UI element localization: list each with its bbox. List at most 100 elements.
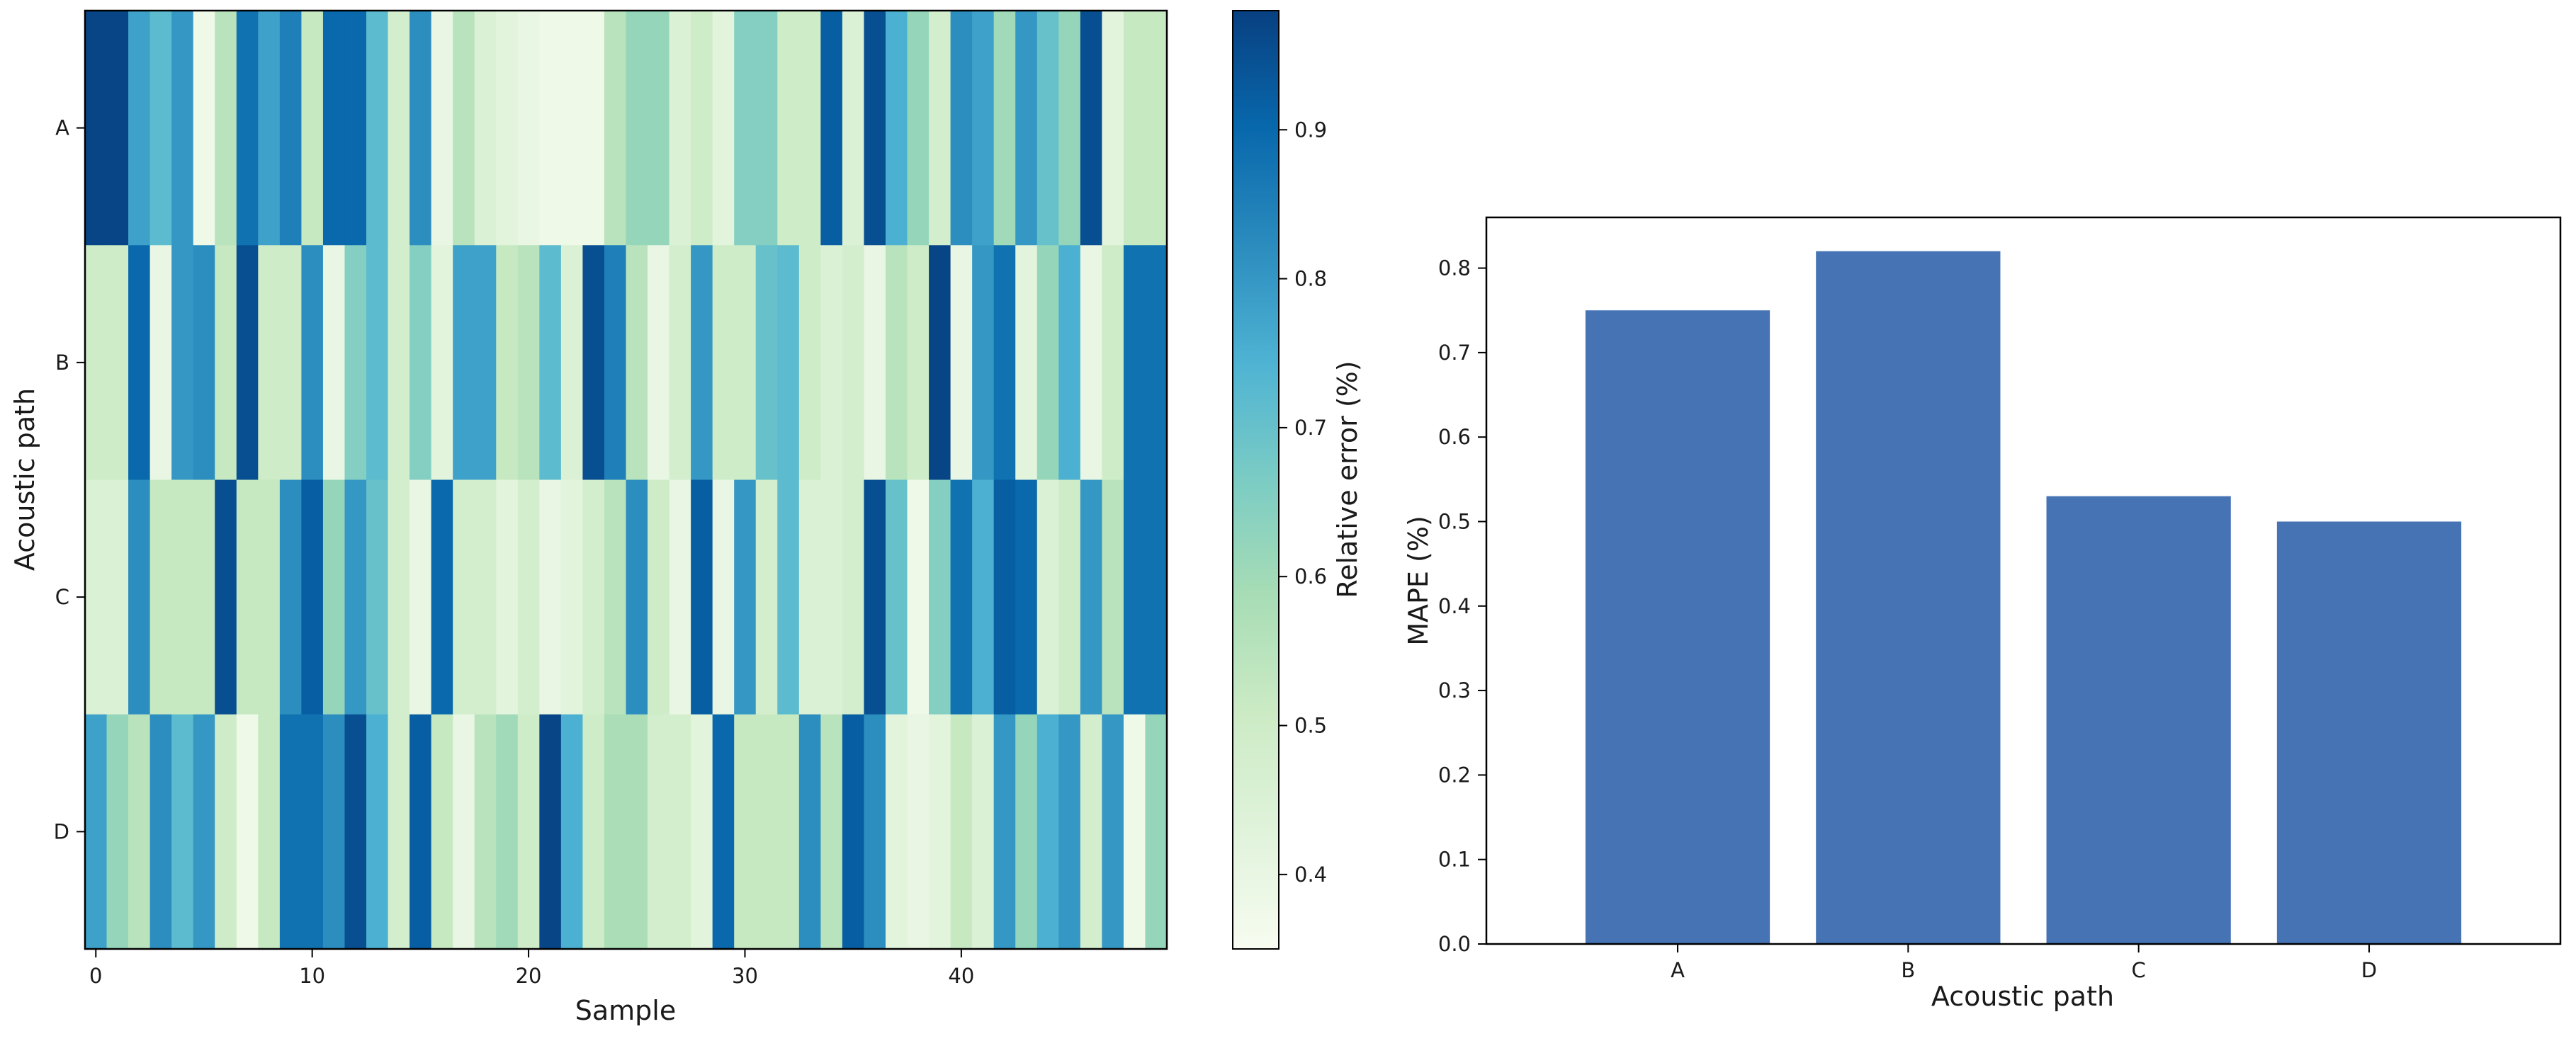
heatmap-cell [560,714,584,950]
bar-y-tick-label: 0.3 [1438,678,1471,702]
heatmap-cell [798,11,821,246]
heatmap-cell [1102,479,1124,715]
heatmap-cell [691,479,713,715]
bar-x-tick-label: C [2132,958,2146,982]
heatmap-cell [777,479,800,715]
heatmap-cell [582,479,605,715]
heatmap-cell [366,11,389,246]
bar-y-tick-label: 0.5 [1438,509,1471,533]
heatmap-cell [1015,479,1038,715]
heatmap-cell [128,714,151,950]
heatmap-cell [712,714,735,950]
heatmap-cell [539,479,562,715]
colorbar-ticks: 0.4 0.5 0.6 0.7 0.8 0.9 [1279,118,1327,887]
bar-x-tick-label: B [1901,958,1915,982]
heatmap-cell [301,479,324,715]
heatmap-cell [539,11,562,246]
heatmap-cell [626,479,648,715]
heatmap-cell [993,714,1016,950]
heatmap-cell [149,479,172,715]
heatmap-cell [258,245,281,481]
heatmap-cell [560,245,584,481]
heatmap-cell [1036,11,1059,246]
heatmap-cell [128,479,151,715]
heatmap-cell [1058,245,1081,481]
heatmap-cell [1036,479,1059,715]
heatmap-cell [1102,245,1124,481]
bar-y-tick-label: 0.8 [1438,256,1471,280]
heatmap-x-tick-label: 10 [299,964,325,988]
heatmap-cell [344,479,367,715]
heatmap-cell [1123,11,1146,246]
heatmap-cell [431,714,453,950]
heatmap-cell [431,11,453,246]
heatmap-cell [755,11,778,246]
heatmap-cell [474,11,497,246]
bar-y-tick-label: 0.7 [1438,341,1471,365]
colorbar-tick-label: 0.7 [1294,416,1327,440]
bar-y-tick-label: 0.6 [1438,425,1471,449]
heatmap-cell [539,714,562,950]
heatmap-cell [626,714,648,950]
heatmap-cell [1080,479,1102,715]
heatmap-cell [344,11,367,246]
heatmap-cell [712,479,735,715]
heatmap-cell [322,11,346,246]
heatmap-x-ticks: 0 10 20 30 40 [89,949,974,988]
heatmap-cell [1080,11,1102,246]
heatmap-cell [950,11,973,246]
heatmap-cell [409,479,432,715]
heatmap-cell [106,245,129,481]
heatmap-chart: A B C D 0 10 20 30 40 Sample Acoustic path [9,9,1168,1026]
heatmap-cell [85,11,108,246]
heatmap-cell [215,11,237,246]
heatmap-x-tick-label: 0 [89,964,102,988]
heatmap-cell [820,11,843,246]
heatmap-cell [885,714,908,950]
bar-chart-frame [1485,216,2562,945]
heatmap-cell [517,714,540,950]
heatmap-cell [453,714,475,950]
bar-y-tick-label: 0.2 [1438,763,1471,787]
heatmap-cell [106,11,129,246]
heatmap-cell [972,479,995,715]
heatmap-cell [431,479,453,715]
heatmap-cell [972,714,995,950]
bar-x-ticks: A B C D [1671,944,2377,982]
heatmap-cell [560,479,584,715]
heatmap-cell [798,714,821,950]
heatmap-cell [301,11,324,246]
heatmap-cell [279,245,302,481]
heatmap-cell [149,245,172,481]
heatmap-cell [1080,714,1102,950]
heatmap-cell [820,479,843,715]
heatmap-cell [648,11,670,246]
heatmap-x-tick-label: 40 [948,964,974,988]
heatmap-cell [929,245,951,481]
heatmap-x-tick-label: 20 [516,964,542,988]
heatmap-cell [215,245,237,481]
heatmap-cell [279,11,302,246]
heatmap-cell [1123,245,1146,481]
heatmap-cells [85,11,1168,950]
heatmap-cell [993,245,1016,481]
heatmap-cell [236,245,259,481]
heatmap-cell [993,11,1016,246]
heatmap-cell [496,245,519,481]
heatmap-cell [864,245,886,481]
heatmap-y-tick-label: C [55,585,69,609]
heatmap-cell [798,245,821,481]
heatmap-cell [474,245,497,481]
heatmap-cell [301,714,324,950]
heatmap-cell [950,245,973,481]
heatmap-cell [734,245,757,481]
heatmap-cell [820,714,843,950]
heatmap-cell [388,714,410,950]
heatmap-cell [388,479,410,715]
heatmap-cell [691,245,713,481]
heatmap-cell [258,714,281,950]
heatmap-cell [842,479,865,715]
heatmap-cell [431,245,453,481]
heatmap-cell [864,479,886,715]
heatmap-cell [279,714,302,950]
